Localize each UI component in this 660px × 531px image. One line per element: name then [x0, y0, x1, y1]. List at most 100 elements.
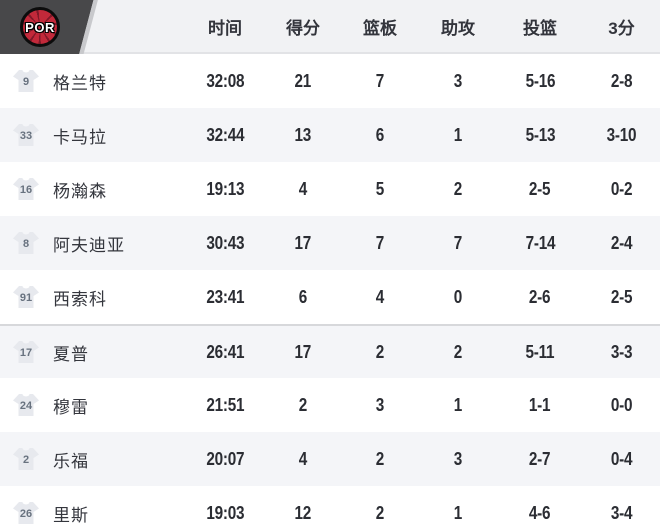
- jersey-number-badge: 33: [12, 123, 40, 147]
- stat-assists: 1: [453, 502, 463, 523]
- jersey-number-badge: 26: [12, 501, 40, 525]
- jersey-icon: [13, 394, 39, 416]
- stat-fg: 5-13: [525, 124, 555, 145]
- player-row[interactable]: 9 格兰特 32:08 21 7 3 5-16 2-8: [0, 54, 660, 108]
- stat-rebounds: 2: [375, 448, 385, 469]
- stat-fg: 5-16: [525, 70, 555, 91]
- stat-time: 32:08: [206, 70, 244, 91]
- stat-time: 20:07: [206, 448, 244, 469]
- stat-fg: 2-7: [529, 448, 551, 469]
- jersey-number: 9: [22, 75, 30, 88]
- jersey-number-badge: 16: [12, 177, 40, 201]
- stat-rebounds: 4: [375, 286, 385, 307]
- stat-assists: 3: [453, 70, 463, 91]
- player-row[interactable]: 26 里斯 19:03 12 2 1 4-6 3-4: [0, 486, 660, 531]
- stat-three: 3-3: [610, 341, 633, 362]
- jersey-number: 16: [19, 183, 33, 196]
- jersey-icon: [13, 70, 39, 92]
- jersey-icon: [13, 502, 39, 524]
- player-row[interactable]: 91 西索科 23:41 6 4 0 2-6 2-5: [0, 270, 660, 324]
- stat-rebounds: 5: [375, 178, 385, 199]
- column-header-assists: 助攻: [441, 18, 475, 38]
- table-header: 时间 得分 篮板 助攻 投篮 3分 POR: [0, 0, 660, 54]
- stat-three: 3-10: [606, 124, 637, 145]
- stat-rebounds: 7: [375, 232, 385, 253]
- team-tab[interactable]: POR: [0, 0, 110, 54]
- stat-assists: 2: [453, 178, 463, 199]
- stat-rebounds: 3: [375, 394, 385, 415]
- player-rows: 9 格兰特 32:08 21 7 3 5-16 2-8 33 卡马拉 32:44…: [0, 54, 660, 531]
- stat-assists: 3: [453, 448, 463, 469]
- jersey-number: 8: [22, 237, 30, 250]
- stat-fg: 2-5: [529, 178, 551, 199]
- player-name: 里斯: [53, 505, 89, 525]
- jersey-number: 2: [22, 453, 30, 466]
- stat-three: 0-2: [610, 178, 633, 199]
- jersey-number: 24: [19, 399, 33, 412]
- stat-points: 17: [294, 232, 312, 253]
- jersey-number-badge: 91: [12, 285, 40, 309]
- stat-time: 21:51: [206, 394, 244, 415]
- team-logo-icon: POR: [20, 7, 60, 47]
- stat-three: 2-8: [610, 70, 633, 91]
- jersey-icon: [13, 286, 39, 308]
- stat-rebounds: 7: [375, 70, 385, 91]
- stat-fg: 2-6: [529, 286, 551, 307]
- player-name: 夏普: [53, 344, 89, 364]
- jersey-number-badge: 8: [12, 231, 40, 255]
- player-row[interactable]: 16 杨瀚森 19:13 4 5 2 2-5 0-2: [0, 162, 660, 216]
- player-name: 卡马拉: [53, 127, 107, 147]
- player-row[interactable]: 24 穆雷 21:51 2 3 1 1-1 0-0: [0, 378, 660, 432]
- jersey-icon: [13, 341, 39, 363]
- stat-fg: 1-1: [529, 394, 551, 415]
- stat-rebounds: 2: [375, 502, 385, 523]
- stat-points: 4: [298, 178, 308, 199]
- jersey-icon: [13, 178, 39, 200]
- player-name: 格兰特: [53, 73, 107, 93]
- jersey-number: 33: [19, 129, 33, 142]
- column-header-time: 时间: [208, 18, 242, 38]
- stat-assists: 1: [453, 124, 463, 145]
- stat-assists: 7: [453, 232, 463, 253]
- jersey-number-badge: 17: [12, 340, 40, 364]
- player-row[interactable]: 33 卡马拉 32:44 13 6 1 5-13 3-10: [0, 108, 660, 162]
- stat-time: 19:13: [206, 178, 244, 199]
- jersey-icon: [13, 124, 39, 146]
- stat-points: 21: [294, 70, 312, 91]
- stat-points: 17: [294, 341, 312, 362]
- jersey-number-badge: 2: [12, 447, 40, 471]
- jersey-number-badge: 9: [12, 69, 40, 93]
- stat-three: 3-4: [610, 502, 633, 523]
- player-row[interactable]: 17 夏普 26:41 17 2 2 5-11 3-3: [0, 324, 660, 378]
- stat-three: 2-5: [610, 286, 633, 307]
- column-header-points: 得分: [286, 18, 320, 38]
- player-row[interactable]: 8 阿夫迪亚 30:43 17 7 7 7-14 2-4: [0, 216, 660, 270]
- jersey-number: 17: [19, 346, 33, 359]
- stat-time: 26:41: [206, 341, 244, 362]
- stat-time: 19:03: [206, 502, 244, 523]
- stat-three: 0-0: [610, 394, 633, 415]
- stat-assists: 2: [453, 341, 463, 362]
- stat-points: 12: [294, 502, 312, 523]
- player-row[interactable]: 2 乐福 20:07 4 2 3 2-7 0-4: [0, 432, 660, 486]
- column-header-three: 3分: [608, 18, 635, 38]
- player-name: 穆雷: [53, 397, 89, 417]
- jersey-icon: [13, 232, 39, 254]
- jersey-icon: [13, 448, 39, 470]
- stat-points: 6: [298, 286, 308, 307]
- stat-points: 4: [298, 448, 308, 469]
- jersey-number: 26: [19, 507, 33, 520]
- stat-three: 2-4: [610, 232, 633, 253]
- stat-rebounds: 2: [375, 341, 385, 362]
- player-name: 西索科: [53, 289, 107, 309]
- jersey-number: 91: [19, 291, 33, 304]
- stat-points: 2: [298, 394, 308, 415]
- team-abbr: POR: [25, 19, 55, 35]
- player-name: 阿夫迪亚: [53, 235, 125, 255]
- stat-points: 13: [294, 124, 312, 145]
- stat-assists: 0: [453, 286, 463, 307]
- stat-rebounds: 6: [375, 124, 385, 145]
- column-header-rebounds: 篮板: [363, 18, 397, 38]
- stat-fg: 5-11: [525, 341, 555, 362]
